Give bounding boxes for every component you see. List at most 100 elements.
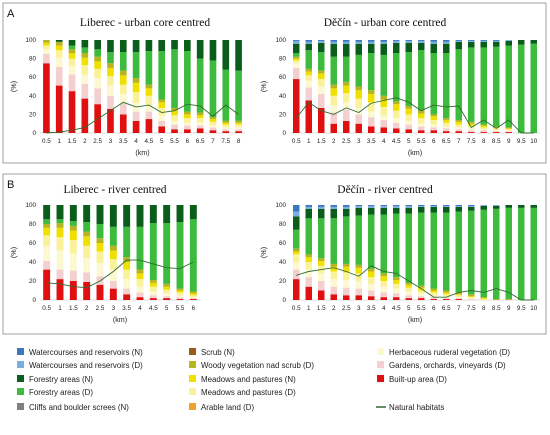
bar-segment-meadows-and-pastures-n	[123, 262, 131, 270]
bar-segment-watercourses-and-reservoirs-d	[355, 41, 362, 44]
bar-segment-meadows-and-pastures-n	[380, 99, 387, 107]
bar-segment-meadows-and-pastures-n	[480, 125, 487, 128]
chart-title: Děčín - urban core centred	[324, 17, 447, 29]
bar-segment-gardens-orchards-vineyards-d	[305, 277, 312, 287]
bar-segment-built-up-area-d	[318, 107, 325, 133]
bar-segment-meadows-and-pastures-n	[222, 122, 230, 125]
bar-segment-watercourses-and-reservoirs-d	[418, 40, 425, 43]
bar-segment-built-up-area-d	[505, 132, 512, 133]
bar-segment-forestry-areas-d	[493, 208, 500, 300]
bar-segment-herbaceous-ruderal-vegetation-d	[158, 115, 166, 121]
bar-segment-built-up-area-d	[380, 297, 387, 300]
x-axis-label: (km)	[135, 148, 149, 157]
bar-segment-herbaceous-ruderal-vegetation-d	[96, 262, 104, 277]
bar-segment-built-up-area-d	[418, 130, 425, 133]
bar-segment-forestry-areas-d	[430, 53, 437, 115]
bar-segment-herbaceous-ruderal-vegetation-d	[405, 291, 412, 296]
bar-segment-forestry-areas-n	[530, 205, 537, 208]
bar-segment-meadows-and-pastures-d	[343, 93, 350, 103]
bar-segment-forestry-areas-d	[518, 44, 525, 133]
bar-segment-gardens-orchards-vineyards-d	[418, 126, 425, 131]
bar-segment-forestry-areas-d	[405, 213, 412, 283]
bar-segment-forestry-areas-d	[405, 52, 412, 107]
bar-segment-built-up-area-d	[109, 288, 117, 300]
bar-segment-watercourses-and-reservoirs-d	[480, 40, 487, 42]
bar-segment-herbaceous-ruderal-vegetation-d	[163, 293, 171, 297]
bar-segment-meadows-and-pastures-n	[430, 290, 437, 293]
bar-segment-meadows-and-pastures-n	[184, 114, 191, 119]
bar-segment-meadows-and-pastures-d	[69, 240, 77, 254]
bar-segment-forestry-areas-n	[109, 205, 117, 227]
bar-segment-forestry-areas-n	[505, 205, 512, 208]
bar-segment-forestry-areas-d	[393, 213, 400, 278]
bar-segment-meadows-and-pastures-n	[368, 93, 375, 103]
bar-segment-meadows-and-pastures-d	[189, 295, 197, 298]
bar-segment-gardens-orchards-vineyards-d	[293, 67, 300, 80]
bar-segment-meadows-and-pastures-n	[393, 104, 400, 111]
bar-segment-woody-vegetation-nad-scrub-d	[443, 118, 450, 120]
bar-segment-built-up-area-d	[209, 130, 217, 133]
panel-a-letter: A	[7, 8, 15, 20]
bar-segment-woody-vegetation-nad-scrub-d	[418, 285, 425, 288]
bar-segment-meadows-and-pastures-d	[430, 119, 437, 125]
bar-segment-meadows-and-pastures-n	[43, 227, 51, 236]
bar-segment-forestry-areas-d	[171, 49, 178, 108]
legend-item-watercourses-and-reservoirs-d: Watercourses and reservoirs (D)	[17, 361, 143, 370]
bar-segment-forestry-areas-n	[119, 40, 127, 53]
bar-segment-built-up-area-d	[343, 120, 350, 133]
bar-segment-woody-vegetation-nad-scrub-d	[393, 101, 400, 105]
bar-segment-meadows-and-pastures-d	[196, 118, 204, 123]
bar-segment-built-up-area-d	[43, 269, 51, 300]
legend-label: Meadows and pastures (D)	[201, 388, 296, 397]
bar-segment-meadows-and-pastures-d	[305, 262, 312, 270]
bar-segment-forestry-areas-d	[468, 210, 475, 295]
bar-segment-herbaceous-ruderal-vegetation-d	[405, 120, 412, 125]
bar-segment-forestry-areas-n	[196, 40, 204, 59]
bar-segment-forestry-areas-d	[209, 60, 217, 118]
x-tick-label: 3	[357, 305, 361, 312]
legend-item-gardens-orchards-vineyards-d: Gardens, orchards, vineyards (D)	[377, 361, 506, 370]
bar-segment-herbaceous-ruderal-vegetation-d	[493, 130, 500, 132]
bar-segment-woody-vegetation-nad-scrub-d	[107, 63, 114, 68]
bar-segment-herbaceous-ruderal-vegetation-d	[107, 85, 114, 96]
bar-segment-watercourses-and-reservoirs-d	[468, 40, 475, 42]
bar-segment-forestry-areas-n	[81, 40, 89, 48]
bar-segment-built-up-area-d	[55, 85, 63, 133]
bar-segment-meadows-and-pastures-d	[355, 273, 362, 281]
bar-segment-gardens-orchards-vineyards-d	[109, 281, 117, 289]
bar-segment-gardens-orchards-vineyards-d	[443, 298, 450, 300]
x-tick-label: 4.5	[145, 138, 154, 145]
bar-segment-forestry-areas-d	[145, 51, 153, 85]
bar-segment-watercourses-and-reservoirs-n	[330, 40, 337, 42]
bar-segment-built-up-area-d	[355, 295, 362, 300]
bar-segment-herbaceous-ruderal-vegetation-d	[222, 127, 230, 130]
x-tick-label: 0.5	[292, 305, 301, 312]
bar-segment-herbaceous-ruderal-vegetation-d	[468, 298, 475, 300]
x-tick-label: 9	[507, 305, 511, 312]
bar-segment-meadows-and-pastures-n	[293, 58, 300, 61]
bar-segment-forestry-areas-d	[418, 212, 425, 286]
bar-segment-meadows-and-pastures-d	[293, 60, 300, 64]
bar-segment-forestry-areas-n	[380, 43, 387, 55]
bar-segment-meadows-and-pastures-d	[343, 272, 350, 281]
bar-segment-herbaceous-ruderal-vegetation-d	[43, 245, 51, 262]
bar-segment-woody-vegetation-nad-scrub-d	[380, 273, 387, 277]
bar-segment-meadows-and-pastures-n	[443, 119, 450, 123]
bar-segment-forestry-areas-n	[132, 40, 140, 53]
bar-segment-forestry-areas-n	[380, 207, 387, 215]
bar-segment-gardens-orchards-vineyards-d	[43, 261, 51, 270]
bar-segment-herbaceous-ruderal-vegetation-d	[43, 49, 50, 54]
x-tick-label: 9	[507, 138, 511, 145]
bar-segment-watercourses-and-reservoirs-n	[480, 40, 487, 41]
bar-segment-meadows-and-pastures-d	[405, 114, 412, 121]
bar-segment-herbaceous-ruderal-vegetation-d	[235, 127, 242, 130]
bar-segment-gardens-orchards-vineyards-d	[81, 83, 89, 99]
bar-segment-gardens-orchards-vineyards-d	[158, 120, 166, 127]
bar-segment-woody-vegetation-nad-scrub-d	[468, 294, 475, 297]
bar-segment-built-up-area-d	[418, 298, 425, 300]
x-tick-label: 2	[85, 305, 89, 312]
bar-segment-forestry-areas-d	[505, 207, 512, 300]
bar-segment-forestry-areas-n	[418, 206, 425, 213]
x-tick-label: 2.5	[342, 138, 351, 145]
x-tick-label: 1	[307, 305, 311, 312]
